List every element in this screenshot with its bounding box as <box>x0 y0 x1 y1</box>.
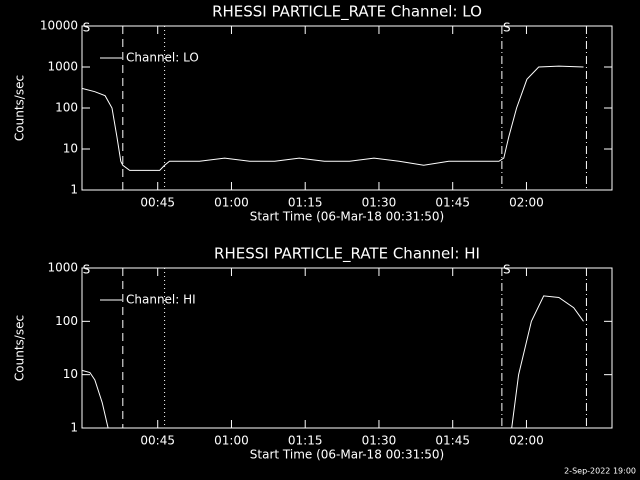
y-tick-label: 10 <box>63 142 78 156</box>
annotation: S <box>503 263 511 277</box>
y-tick-label: 10000 <box>40 19 78 33</box>
data-line <box>81 295 584 429</box>
x-tick-label: 01:15 <box>288 434 323 448</box>
x-tick-label: 01:45 <box>435 196 470 210</box>
x-tick-label: 01:00 <box>214 434 249 448</box>
x-tick-label: 02:00 <box>509 196 544 210</box>
footer: 2-Sep-2022 19:00 <box>564 467 636 476</box>
annotation: S <box>83 21 91 35</box>
annotation: S <box>503 21 511 35</box>
x-tick-label: 01:45 <box>435 434 470 448</box>
y-tick-label: 1 <box>70 183 78 197</box>
data-line <box>81 65 584 171</box>
x-tick-label: 01:15 <box>288 196 323 210</box>
plot-frame <box>81 267 613 429</box>
y-tick-label: 10 <box>63 367 78 381</box>
y-tick-label: 1000 <box>47 261 78 275</box>
legend-label: Channel: HI <box>126 293 196 307</box>
x-axis-label: Start Time (06-Mar-18 00:31:50) <box>250 448 444 462</box>
legend-label: Channel: LO <box>126 51 199 65</box>
annotation: S <box>83 263 91 277</box>
chart-title: RHESSI PARTICLE_RATE Channel: LO <box>212 3 482 22</box>
x-tick-label: 00:45 <box>140 434 175 448</box>
x-tick-label: 01:30 <box>362 196 397 210</box>
x-tick-label: 00:45 <box>140 196 175 210</box>
y-tick-label: 100 <box>55 101 78 115</box>
y-tick-label: 1000 <box>47 60 78 74</box>
y-axis-label: Counts/sec <box>13 315 27 381</box>
chart-title: RHESSI PARTICLE_RATE Channel: HI <box>214 245 480 264</box>
y-tick-label: 1 <box>70 421 78 435</box>
y-axis-label: Counts/sec <box>13 75 27 141</box>
x-tick-label: 02:00 <box>509 434 544 448</box>
y-tick-label: 100 <box>55 314 78 328</box>
x-tick-label: 01:00 <box>214 196 249 210</box>
x-tick-label: 01:30 <box>362 434 397 448</box>
x-axis-label: Start Time (06-Mar-18 00:31:50) <box>250 210 444 224</box>
